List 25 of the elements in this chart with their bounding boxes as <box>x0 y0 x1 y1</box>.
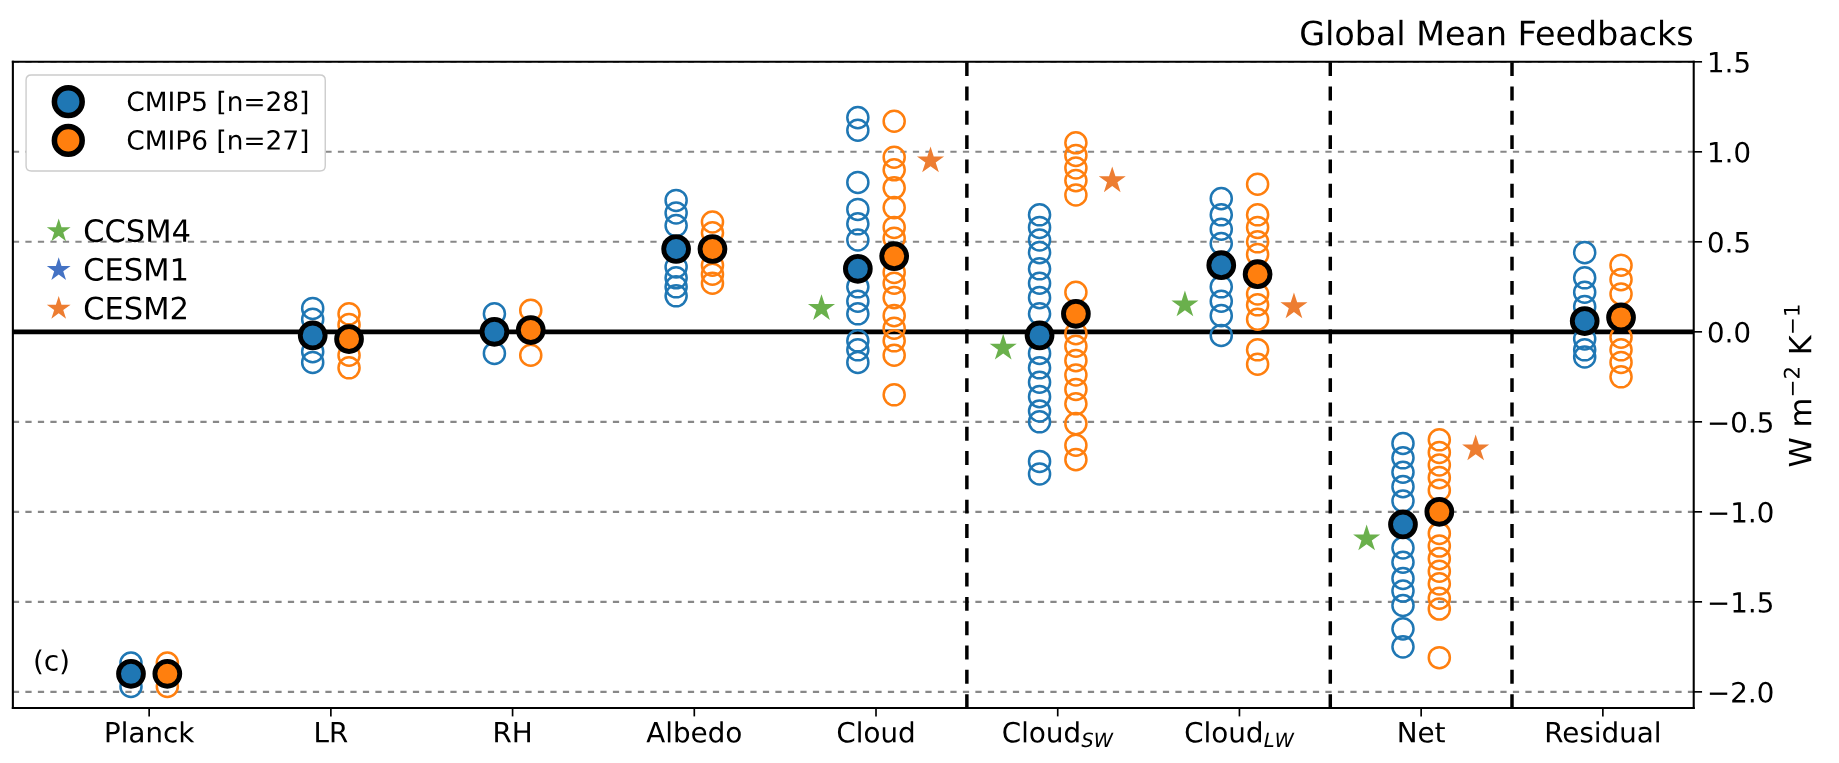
y-tick-label: 0.5 <box>1708 231 1749 253</box>
x-tick-label: Albedo <box>646 721 741 743</box>
y-tick-label: −1.5 <box>1709 592 1772 613</box>
x-tick-label: LR <box>316 722 348 743</box>
y-tick-label: −2.0 <box>1709 681 1773 703</box>
x-tick-label: RH <box>495 722 530 743</box>
y-tick-label: 1.5 <box>1709 52 1749 73</box>
legend-label: CCSM4 <box>84 219 190 243</box>
x-tick-label: Planck <box>106 721 195 743</box>
annotation: (c) <box>35 649 68 675</box>
x-tick-label: Cloud$_{LW}$ <box>1185 721 1295 747</box>
y-tick-label: 1.0 <box>1709 141 1750 163</box>
legend-label: CESM1 <box>84 257 187 281</box>
x-tick-label: Net <box>1399 722 1445 743</box>
chart-title: Global Mean Feedbacks <box>1301 19 1693 46</box>
y-tick-label: −1.0 <box>1709 501 1773 523</box>
legend-label: CMIP5 [n=28] <box>127 90 308 115</box>
y-tick-label: 0.0 <box>1708 321 1750 343</box>
legend-label: CMIP6 [n=27] <box>127 129 308 154</box>
y-axis-title: W m$^{−2}$ K$^{−1}$ <box>1783 305 1812 467</box>
legend-label: CESM2 <box>84 296 186 320</box>
y-tick-label: −0.5 <box>1709 411 1772 433</box>
x-tick-label: Cloud$_{SW}$ <box>1003 721 1114 748</box>
x-tick-label: Residual <box>1546 721 1659 743</box>
x-tick-label: Cloud <box>837 721 914 743</box>
